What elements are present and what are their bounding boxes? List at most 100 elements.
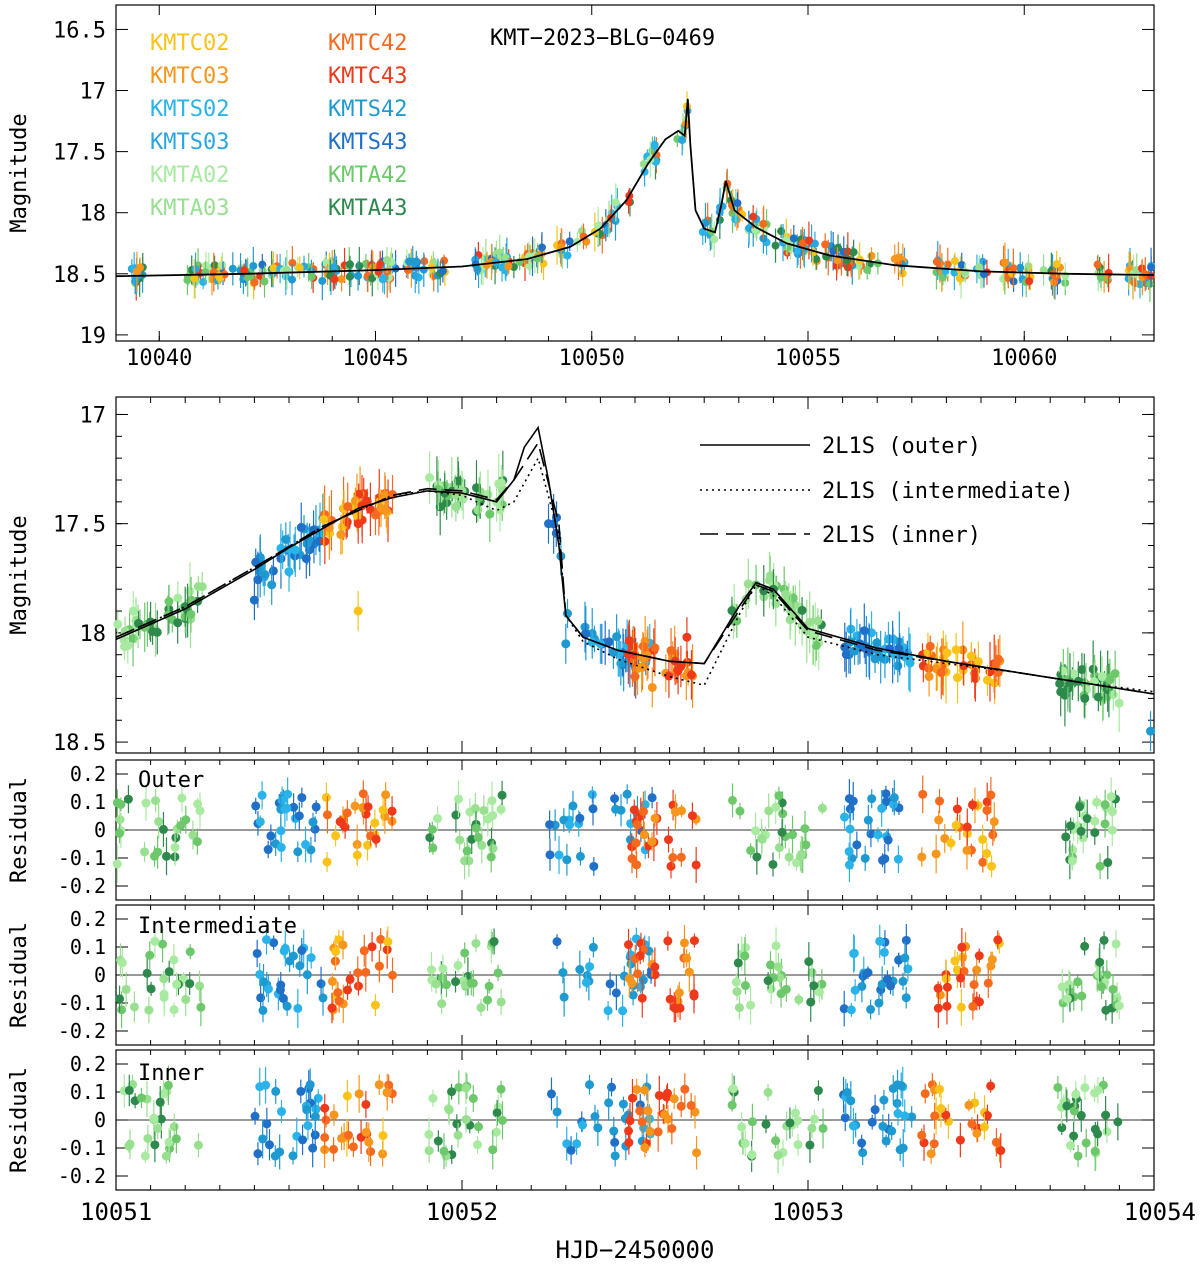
overview-point	[1000, 258, 1009, 267]
residual-point	[839, 1004, 849, 1014]
residual-point	[262, 1119, 272, 1129]
residual-point	[611, 988, 621, 998]
residual-point	[302, 1105, 312, 1115]
overview-point	[733, 199, 742, 208]
zoom-point	[186, 609, 196, 619]
overview-point	[1093, 260, 1102, 269]
residual-point	[427, 824, 437, 834]
residual-point	[950, 956, 960, 966]
residual-point	[867, 1117, 877, 1127]
overview-point	[368, 274, 377, 283]
residual-point	[473, 1122, 483, 1132]
residual-point	[903, 964, 913, 974]
residual-intermediate-points	[115, 923, 1124, 1029]
residual-point	[1090, 1088, 1100, 1098]
residual-outer-panel: 0.2 0.1 0 -0.1 -0.2 Outer Residual	[7, 759, 1155, 901]
residual-point	[562, 1139, 572, 1149]
zoom-point	[647, 682, 657, 692]
zoom-ytick-label: 17.5	[53, 513, 106, 538]
overview-ytick-label: 17	[80, 80, 107, 105]
residual-point	[426, 965, 436, 975]
residual-point	[867, 794, 877, 804]
residual-point	[764, 806, 774, 816]
overview-title: KMT−2023−BLG−0469	[490, 26, 715, 51]
overview-legend-entry: KMTC42	[328, 31, 407, 56]
residual-point	[689, 991, 699, 1001]
overview-point	[849, 248, 858, 257]
overview-ytick-label: 19	[80, 324, 107, 349]
zoom-ticks: 17 17.5 18 18.5	[53, 397, 1155, 756]
residual-point	[303, 1121, 313, 1131]
residual-point	[158, 939, 168, 949]
residual-point	[882, 974, 892, 984]
residual-point	[846, 1096, 856, 1106]
residual-point	[1069, 1131, 1079, 1141]
zoom-point	[859, 626, 869, 636]
residual-point	[343, 985, 353, 995]
residual-point	[752, 852, 762, 862]
zoom-point	[164, 597, 174, 607]
residual-point	[605, 979, 615, 989]
overview-legend-entry: KMTC02	[150, 31, 229, 56]
residual-point	[662, 1092, 672, 1102]
residual-point	[470, 803, 480, 813]
residual-point	[115, 994, 125, 1004]
residual-outer-points	[112, 775, 1120, 884]
residual-point	[607, 1082, 617, 1092]
residual-point	[252, 948, 262, 958]
residual-point	[817, 803, 827, 813]
residual-point	[773, 1150, 783, 1160]
residual-point	[877, 803, 887, 813]
residual-point	[140, 1151, 150, 1161]
residual-point	[305, 1080, 315, 1090]
residual-point	[329, 1144, 339, 1154]
residual-point	[763, 1087, 773, 1097]
residual-point	[433, 814, 443, 824]
residual-point	[746, 846, 756, 856]
residual-point	[967, 800, 977, 810]
residual-point	[771, 1136, 781, 1146]
residual-point	[259, 977, 269, 987]
overview-point	[563, 251, 572, 260]
overview-point	[565, 237, 574, 246]
residual-point	[497, 790, 507, 800]
residual-point	[188, 830, 198, 840]
residual-ytick-label: 0	[94, 818, 106, 842]
residual-point	[942, 1001, 952, 1011]
residual-point	[159, 989, 169, 999]
zoom-point	[905, 658, 915, 668]
residual-point	[632, 820, 642, 830]
residual-point	[376, 934, 386, 944]
residual-point	[627, 854, 637, 864]
residual-point	[1113, 1117, 1123, 1127]
residual-point	[893, 854, 903, 864]
residual-point	[933, 1003, 943, 1013]
zoom-point	[1080, 693, 1090, 703]
residual-point	[295, 961, 305, 971]
residual-point	[479, 805, 489, 815]
zoom-model-intermediate	[115, 456, 1155, 693]
residual-point	[849, 948, 859, 958]
residual-point	[251, 801, 261, 811]
residual-point	[1095, 861, 1105, 871]
residual-point	[282, 803, 292, 813]
residual-point	[1094, 969, 1104, 979]
zoom-point	[113, 619, 123, 629]
zoom-model-lines	[115, 425, 1155, 695]
overview-point	[1039, 266, 1048, 275]
residual-point	[667, 1124, 677, 1134]
overview-point	[771, 241, 780, 250]
residual-point	[263, 984, 273, 994]
residual-point	[327, 976, 337, 986]
zoom-point	[942, 648, 952, 658]
residual-point	[345, 974, 355, 984]
residual-point	[647, 793, 657, 803]
residual-point	[488, 810, 498, 820]
residual-point	[793, 1140, 803, 1150]
residual-intermediate-ylabel: Residual	[7, 922, 32, 1028]
residual-xtick-label: 10054	[1124, 1198, 1196, 1226]
residual-point	[955, 1135, 965, 1145]
zoom-point	[1093, 692, 1103, 702]
zoom-point	[1088, 664, 1098, 674]
residual-point	[896, 1081, 906, 1091]
